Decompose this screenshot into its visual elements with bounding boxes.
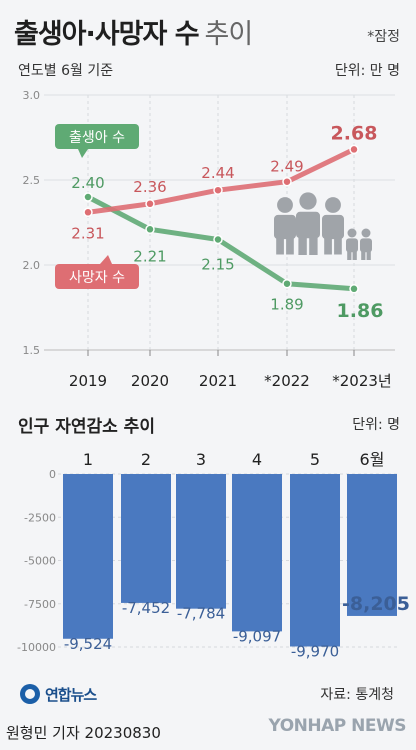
family-people-icon xyxy=(274,192,372,260)
adult-head xyxy=(299,192,317,210)
source-note: 자료: 통계청 xyxy=(320,687,394,703)
deaths-legend-pointer xyxy=(100,255,112,264)
births-data-label: 2.40 xyxy=(71,174,104,192)
line-chart-subtitle: 연도별 6월 기준 xyxy=(18,63,114,79)
deaths-data-label: 2.49 xyxy=(270,158,303,176)
adult-leg xyxy=(276,236,284,255)
births-data-label: 1.86 xyxy=(337,300,384,322)
x-tick-label: 2021 xyxy=(199,372,237,390)
adult-head xyxy=(325,197,341,213)
x-tick-label: 2020 xyxy=(131,372,169,390)
logo-text: 연합뉴스 xyxy=(45,685,97,704)
adult-leg xyxy=(298,235,307,255)
child-body xyxy=(346,238,358,253)
births-data-label: 2.21 xyxy=(133,247,166,265)
births-point xyxy=(213,234,223,245)
byline: 원형민 기자 20230830 xyxy=(6,724,161,742)
adult-leg xyxy=(334,236,342,255)
deaths-point xyxy=(145,199,155,209)
bar xyxy=(63,474,113,639)
deaths-data-label: 2.31 xyxy=(71,224,104,242)
y-tick-label: 2.0 xyxy=(23,259,41,272)
deaths-legend-label: 사망자 수 xyxy=(69,270,125,286)
page-title: 출생아·사망자 수 추이 xyxy=(14,12,254,51)
line-chart: 1.5 2.0 2.5 3.0 2019 2020 2021 *2022 *2023년 2.4… xyxy=(23,89,395,390)
bar-data-label: -7,452 xyxy=(122,599,170,617)
births-point xyxy=(83,192,93,202)
x-tick-label: 2019 xyxy=(69,372,107,390)
y-tick-label: -5000 xyxy=(24,555,56,568)
bar-chart-unit: 단위: 명 xyxy=(352,417,400,433)
births-data-label: 2.15 xyxy=(201,256,234,274)
y-tick-label: -2500 xyxy=(24,511,56,524)
deaths-point xyxy=(349,144,359,155)
y-tick-label: 2.5 xyxy=(23,174,41,187)
deaths-data-label: 2.44 xyxy=(201,164,234,182)
births-point xyxy=(349,284,359,294)
births-data-label: 1.89 xyxy=(270,296,303,314)
deaths-data-label: 2.68 xyxy=(331,122,378,144)
bar-data-label: -7,784 xyxy=(177,605,225,623)
adult-body xyxy=(322,214,344,240)
x-tick-label: 1 xyxy=(83,450,93,469)
births-legend-box xyxy=(55,124,139,149)
y-tick-label: 3.0 xyxy=(23,89,41,102)
adult-leg xyxy=(309,235,318,255)
yonhap-logo-icon xyxy=(20,684,40,704)
adult-leg xyxy=(324,236,332,255)
bar-data-label: -9,097 xyxy=(233,627,281,645)
line-chart-unit: 단위: 만 명 xyxy=(334,63,400,79)
watermark: YONHAP NEWS xyxy=(268,716,407,736)
x-tick-label: *2022 xyxy=(264,372,310,390)
deaths-data-label: 2.36 xyxy=(133,178,166,196)
bar-chart: 0 -2500 -5000 -7500 -10000 1 2 3 4 5 6월 -9,524 -7,… xyxy=(17,450,410,660)
bar-data-label: -9,970 xyxy=(291,642,339,660)
deaths-point xyxy=(83,207,93,218)
provisional-note: *잠정 xyxy=(367,29,400,45)
child-head xyxy=(347,228,357,238)
births-point xyxy=(145,224,155,235)
bar xyxy=(232,474,282,632)
y-tick-label: -10000 xyxy=(17,641,56,654)
bar-data-label: -8,205 xyxy=(342,593,410,615)
bar xyxy=(290,474,340,647)
adult-body xyxy=(274,214,296,240)
deaths-legend-box xyxy=(55,264,139,289)
births-legend-label: 출생아 수 xyxy=(69,130,125,146)
adult-leg xyxy=(286,236,294,255)
adult-head xyxy=(277,197,293,213)
x-tick-label: 2 xyxy=(141,450,151,469)
births-legend-pointer xyxy=(78,149,88,158)
x-tick-label: 6월 xyxy=(360,450,385,469)
adult-body xyxy=(296,211,320,239)
yonhap-logo: 연합뉴스 xyxy=(20,683,97,705)
x-tick-label: 5 xyxy=(310,450,320,469)
y-tick-label: 0 xyxy=(49,468,56,481)
child-leg xyxy=(361,251,366,260)
x-tick-label: 4 xyxy=(252,450,262,469)
child-head xyxy=(361,228,371,238)
x-tick-label: 3 xyxy=(196,450,206,469)
bar-data-label: -9,524 xyxy=(64,635,112,653)
bar-chart-title: 인구 자연감소 추이 xyxy=(18,417,155,437)
deaths-point xyxy=(213,185,223,195)
child-body xyxy=(360,238,372,253)
y-tick-label: -7500 xyxy=(24,598,56,611)
x-tick-label: *2023년 xyxy=(332,372,391,390)
y-tick-label: 1.5 xyxy=(23,344,41,357)
title-suffix: 추이 xyxy=(204,19,254,50)
child-leg xyxy=(366,251,371,260)
child-leg xyxy=(352,251,357,260)
bar xyxy=(176,474,226,609)
deaths-point xyxy=(282,176,292,187)
child-leg xyxy=(347,251,352,260)
title-text: 출생아·사망자 수 xyxy=(14,19,200,50)
bar xyxy=(121,474,171,603)
bar xyxy=(347,474,397,616)
births-point xyxy=(282,278,292,289)
